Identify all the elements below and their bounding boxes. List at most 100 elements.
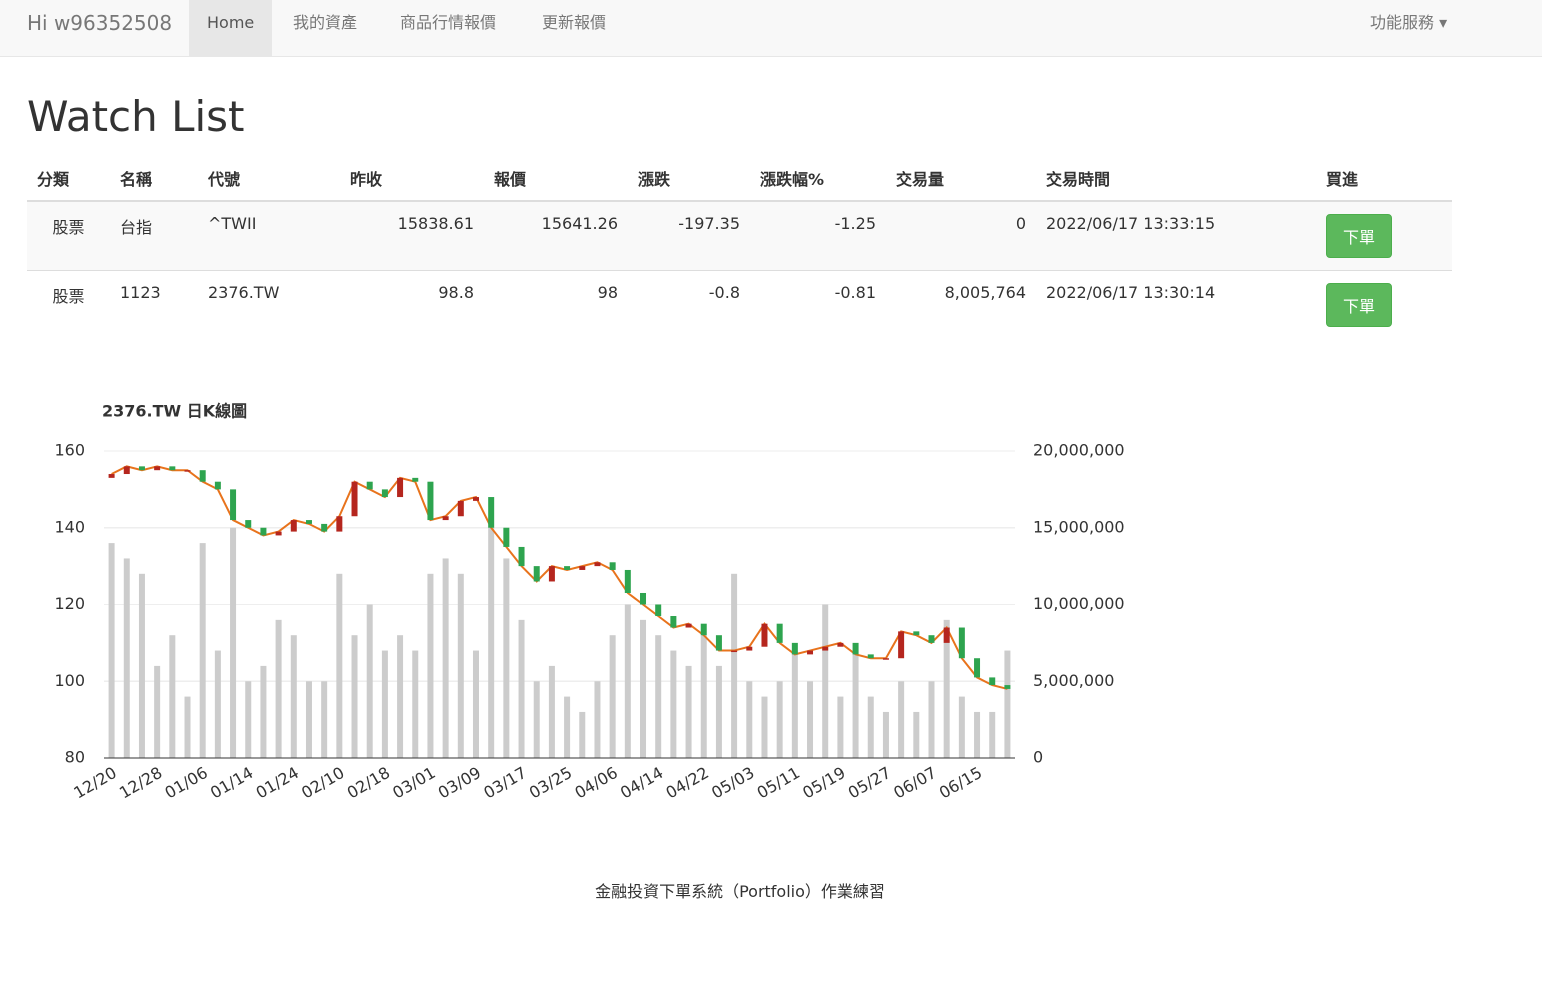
volume-bar <box>564 696 571 758</box>
volume-bar <box>822 604 829 758</box>
y-tick-label: 160 <box>54 441 85 460</box>
candle <box>199 470 206 482</box>
candle <box>882 658 889 660</box>
candle <box>336 516 343 532</box>
order-button[interactable]: 下單 <box>1326 214 1393 258</box>
navbar: Hi w96352508 Home 我的資產 商品行情報價 更新報價 功能服務 … <box>0 0 1542 57</box>
volume-bar <box>442 558 449 758</box>
volume-bar <box>184 696 191 758</box>
volume-bar <box>731 573 738 758</box>
y-tick-label: 140 <box>54 517 85 536</box>
candle <box>214 481 221 490</box>
cell: 15838.61 <box>340 200 484 271</box>
cell: -0.81 <box>750 270 886 339</box>
heading: Watch List <box>27 92 245 141</box>
volume-bar <box>624 604 631 758</box>
volume-bar <box>807 681 814 758</box>
cell: 8,005,764 <box>886 270 1036 339</box>
candle <box>442 516 449 521</box>
order-button[interactable]: 下單 <box>1326 283 1393 327</box>
volume-bar <box>928 681 935 758</box>
candle <box>958 627 965 659</box>
x-tick-label: 02/18 <box>344 763 393 803</box>
candle <box>624 569 631 593</box>
candle <box>260 527 267 536</box>
volume-bar <box>837 696 844 758</box>
cell: ^TWII <box>198 200 340 271</box>
candle <box>989 677 996 686</box>
candle <box>867 654 874 659</box>
candle <box>731 650 738 653</box>
candle <box>564 566 571 570</box>
volume-bar <box>412 650 419 758</box>
candle <box>472 497 479 501</box>
candle <box>943 627 950 643</box>
column-header: 買進 <box>1316 156 1452 202</box>
footer: 金融投資下單系統（Portfolio）作業練習 <box>595 882 885 901</box>
volume-bar <box>670 650 677 758</box>
cell: 下單 <box>1316 200 1452 271</box>
cell: 98 <box>484 270 628 339</box>
column-header: 代號 <box>198 156 340 202</box>
candle <box>746 646 753 651</box>
menu-label[interactable]: 功能服務 <box>1370 13 1435 32</box>
nav-menu[interactable]: 功能服務 ▾ <box>1370 13 1448 32</box>
candle <box>974 658 981 678</box>
volume-bar <box>685 665 692 758</box>
y2-tick-label: 15,000,000 <box>1033 517 1125 536</box>
column-header: 交易時間 <box>1036 156 1316 202</box>
nav-item[interactable]: Home <box>189 0 273 56</box>
nav-item[interactable]: 商品行情報價 <box>400 13 497 32</box>
candle <box>108 474 115 478</box>
volume-bar <box>761 696 768 758</box>
candle <box>761 623 768 647</box>
candle <box>275 531 282 536</box>
x-tick-label: 01/14 <box>207 763 256 803</box>
y-tick-label: 80 <box>65 748 85 767</box>
x-tick-label: 12/28 <box>116 763 165 803</box>
volume-bar <box>336 573 343 758</box>
candle <box>1004 685 1011 689</box>
candle <box>898 631 905 659</box>
column-header: 名稱 <box>110 156 198 202</box>
cell: -1.25 <box>750 200 886 271</box>
y2-tick-label: 0 <box>1033 748 1043 767</box>
volume-bar <box>381 650 388 758</box>
candle <box>609 562 616 570</box>
candle <box>518 546 525 567</box>
x-tick-label: 05/27 <box>845 763 894 803</box>
candle <box>245 520 252 528</box>
row: 股票 台指 ^TWII 15838.61 15641.26 -197.35 -1.25 0 20… <box>27 200 1452 271</box>
volume-bar <box>108 543 115 758</box>
candle <box>138 466 145 471</box>
volume-bar <box>533 681 540 758</box>
volume-bar <box>867 696 874 758</box>
volume-bar <box>594 681 601 758</box>
candle <box>184 470 191 472</box>
column-header: 交易量 <box>886 156 1036 202</box>
candle <box>640 592 647 605</box>
watch-table: 分類 名稱 代號 昨收 報價 漲跌 漲跌幅% 交易量 交易時間 買進 股票 台指 ^TWII 15838.… <box>27 156 1452 339</box>
x-tick-label: 03/09 <box>435 763 484 803</box>
nav-item[interactable]: 更新報價 <box>542 13 607 32</box>
cell: -197.35 <box>628 200 750 271</box>
volume-bar <box>746 681 753 758</box>
volume-bar <box>791 650 798 758</box>
candle <box>928 635 935 643</box>
y2-tick-label: 20,000,000 <box>1033 441 1125 460</box>
nav-item[interactable]: 我的資產 <box>293 13 358 32</box>
volume-bar <box>715 665 722 758</box>
column-header: 漲跌 <box>628 156 750 202</box>
volume-bar <box>154 665 161 758</box>
cell: 下單 <box>1316 270 1452 339</box>
volume-bar <box>882 711 889 758</box>
volume-bar <box>958 696 965 758</box>
cell: 15641.26 <box>484 200 628 271</box>
candle <box>670 616 677 628</box>
candle <box>594 562 601 567</box>
chart-title: 2376.TW 日K線圖 <box>102 402 247 421</box>
chart: 2376.TW 日K線圖 80 100 120 140 160 0 5,000,000 10,… <box>54 402 1125 803</box>
brand[interactable]: Hi w96352508 <box>27 11 173 35</box>
volume-bar <box>776 681 783 758</box>
y2-tick-label: 10,000,000 <box>1033 594 1125 613</box>
